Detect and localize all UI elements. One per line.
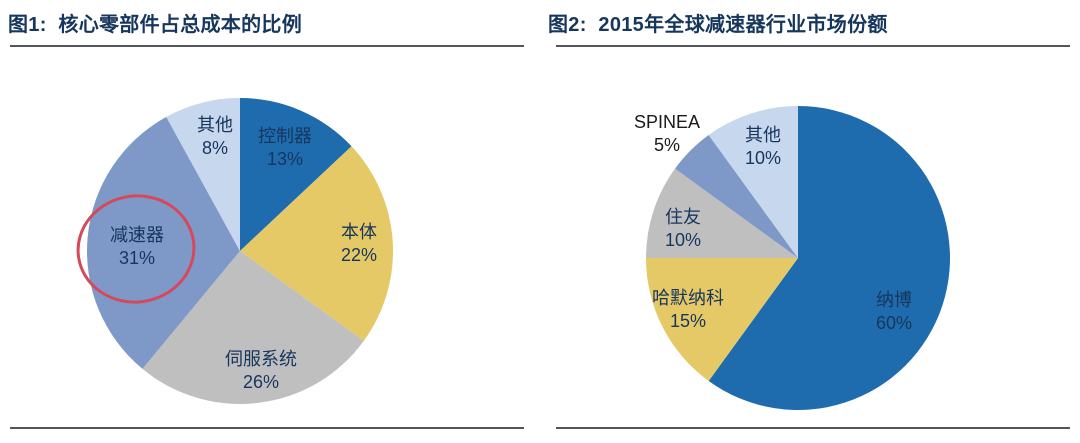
slice-label-哈默纳科: 哈默纳科 15% (652, 287, 724, 333)
slice-label-value: 15% (669, 311, 707, 331)
slice-label-SPINEA: SPINEA 5% (634, 111, 700, 157)
slice-label-name: 纳博 (876, 290, 912, 310)
figure-2-panel: 图2: 2015年全球减速器行业市场份额 纳博 60% 哈默纳科 15% 住友 10% SP… (540, 0, 1080, 443)
slice-label-name: SPINEA (633, 112, 701, 132)
pie-slice-其他 (166, 98, 240, 251)
figure-1-top-rule (10, 45, 524, 47)
slice-label-name: 本体 (341, 222, 377, 242)
slice-label-name: 控制器 (258, 126, 312, 146)
slice-label-name: 其他 (745, 125, 781, 145)
pie-slice-本体 (240, 146, 394, 341)
pie-svg (76, 98, 394, 405)
figure-2-top-rule (556, 45, 1070, 47)
slice-label-value: 10% (744, 148, 782, 168)
pie-slice-住友 (646, 168, 798, 258)
slice-label-value: 5% (653, 135, 680, 155)
slice-label-value: 10% (664, 230, 702, 250)
slice-label-name: 减速器 (110, 225, 164, 245)
pie-slice-伺服系统 (142, 251, 364, 405)
pie-svg (646, 106, 951, 410)
slice-label-name: 伺服系统 (225, 349, 297, 369)
slice-label-减速器: 减速器 31% (110, 224, 164, 270)
pie-slice-减速器 (86, 116, 240, 369)
figure-1-panel: 图1: 核心零部件占总成本的比例 控制器 13% 本体 22% 伺服系统 26% 减速器 31… (0, 14, 540, 429)
figure-2-bottom-rule (556, 427, 1070, 429)
slice-label-其他: 其他 8% (197, 114, 233, 160)
slice-label-name: 哈默纳科 (652, 288, 724, 308)
slice-label-value: 26% (242, 372, 280, 392)
slice-label-name: 其他 (197, 115, 233, 135)
slice-label-控制器: 控制器 13% (258, 125, 312, 171)
pie-slice-纳博 (708, 106, 951, 410)
pie-slice-其他 (708, 106, 798, 258)
figure-1-bottom-rule (10, 427, 524, 429)
slice-label-value: 22% (340, 245, 378, 265)
slice-label-name: 住友 (665, 207, 701, 227)
pie-slice-SPINEA (675, 135, 798, 258)
slice-label-value: 60% (875, 313, 913, 333)
figure-1-title: 图1: 核心零部件占总成本的比例 (8, 14, 302, 36)
slice-label-其他: 其他 10% (745, 124, 781, 170)
slice-label-value: 13% (266, 149, 304, 169)
pie-slice-控制器 (240, 98, 352, 251)
slice-label-value: 31% (118, 248, 156, 268)
slice-label-纳博: 纳博 60% (876, 289, 912, 335)
figure-2-title: 图2: 2015年全球减速器行业市场份额 (548, 14, 888, 36)
slice-label-value: 8% (201, 138, 228, 158)
figure-2-pie-chart: 纳博 60% 哈默纳科 15% 住友 10% SPINEA 5% 其他 10% (540, 48, 1080, 425)
slice-label-本体: 本体 22% (341, 221, 377, 267)
figure-1-pie-chart: 控制器 13% 本体 22% 伺服系统 26% 减速器 31% 其他 8% (0, 48, 540, 425)
slice-label-伺服系统: 伺服系统 26% (225, 348, 297, 394)
pie-slice-哈默纳科 (646, 258, 798, 381)
highlight-circle-annotation (76, 194, 196, 304)
slice-label-住友: 住友 10% (665, 206, 701, 252)
